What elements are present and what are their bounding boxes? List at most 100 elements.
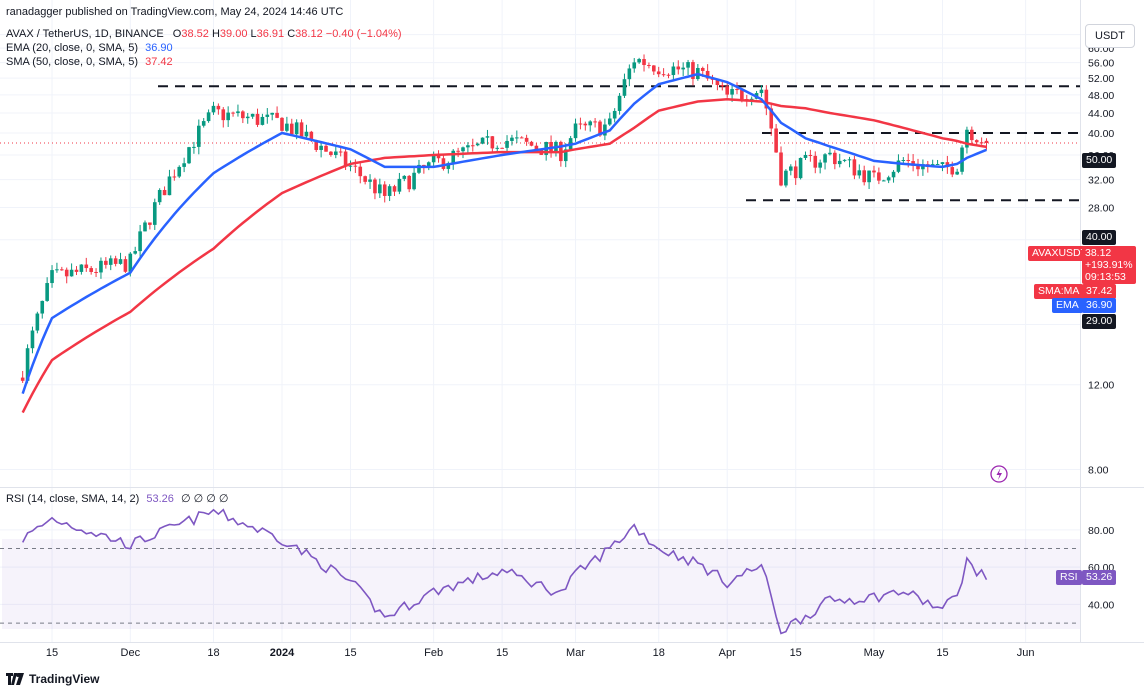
- candle-body: [691, 62, 695, 80]
- candle-body: [30, 330, 35, 349]
- price-tick-label: 56.00: [1088, 58, 1114, 70]
- candle: [177, 165, 182, 179]
- ema-legend-label: EMA (20, close, 0, SMA, 5): [6, 42, 139, 54]
- candle: [397, 172, 402, 195]
- candle-body: [607, 118, 612, 125]
- candle-body: [652, 65, 656, 72]
- rsi-tag-value: 53.26: [1082, 570, 1117, 585]
- candle: [138, 224, 142, 258]
- ema-legend[interactable]: EMA (20, close, 0, SMA, 5) 36.90: [6, 42, 173, 54]
- candle: [241, 110, 245, 124]
- candle-body: [25, 348, 30, 381]
- price-tick-label: 52.00: [1088, 73, 1114, 85]
- candle: [867, 170, 871, 189]
- candle: [373, 177, 377, 200]
- candle: [642, 54, 646, 72]
- tradingview-brand[interactable]: TradingView: [6, 672, 99, 686]
- candle-body: [133, 251, 138, 254]
- rsi-legend[interactable]: RSI (14, close, SMA, 14, 2) 53.26 ∅ ∅ ∅ …: [6, 492, 228, 505]
- rsi-tag-label: RSI: [1056, 570, 1082, 585]
- candle: [55, 262, 59, 273]
- candle-body: [431, 155, 436, 163]
- candle: [99, 257, 103, 279]
- candle-body: [172, 176, 177, 178]
- candle-body: [666, 74, 671, 76]
- candle-body: [715, 79, 720, 86]
- candle: [828, 147, 832, 156]
- candle-body: [304, 131, 309, 137]
- candle-body: [35, 313, 40, 331]
- candle: [216, 103, 221, 115]
- candle: [793, 160, 798, 185]
- candle: [148, 222, 152, 230]
- candle-body: [950, 167, 955, 175]
- candle: [656, 66, 661, 78]
- alert-icon[interactable]: [990, 465, 1008, 483]
- candle-body: [387, 186, 392, 196]
- candle: [715, 79, 720, 91]
- candle: [35, 311, 40, 334]
- candle: [172, 169, 177, 181]
- candle: [436, 150, 441, 163]
- candle-body: [104, 260, 108, 265]
- candle-body: [99, 260, 103, 273]
- candle-body: [236, 111, 240, 114]
- candle-body: [676, 66, 681, 70]
- candle: [970, 126, 974, 145]
- candle-body: [177, 166, 182, 177]
- candle: [60, 266, 64, 271]
- sma-legend-value: 37.42: [145, 56, 173, 68]
- candle-body: [774, 128, 778, 153]
- candle: [617, 93, 622, 115]
- candle-body: [265, 114, 270, 117]
- candle: [378, 178, 382, 198]
- candle-body: [407, 175, 411, 190]
- candle: [500, 147, 504, 149]
- candle: [69, 263, 74, 277]
- candle-body: [113, 258, 118, 264]
- candle: [363, 175, 367, 185]
- candle-body: [285, 123, 289, 131]
- time-tick-label: Apr: [719, 647, 736, 659]
- candle-body: [857, 170, 862, 176]
- sma-legend[interactable]: SMA (50, close, 0, SMA, 5) 37.42: [6, 56, 173, 68]
- level-50-tag: 50.00: [1082, 153, 1117, 168]
- time-tick-label: 15: [344, 647, 356, 659]
- candle: [911, 154, 915, 172]
- candle: [470, 138, 475, 152]
- candle-body: [60, 269, 64, 271]
- currency-button[interactable]: USDT: [1085, 24, 1135, 48]
- candle: [607, 112, 612, 127]
- price-tick-label: 12.00: [1088, 380, 1114, 392]
- candle: [392, 184, 397, 196]
- candle-body: [872, 170, 876, 173]
- candle: [260, 113, 265, 126]
- price-tick-label: 28.00: [1088, 203, 1114, 215]
- candle: [245, 113, 250, 124]
- candle-body: [921, 164, 925, 170]
- candle-body: [593, 121, 597, 123]
- candle: [505, 135, 509, 154]
- candle: [157, 188, 162, 205]
- candle-body: [705, 70, 710, 79]
- candle: [45, 277, 49, 302]
- candle: [74, 266, 79, 276]
- symbol-title[interactable]: AVAX / TetherUS, 1D, BINANCE: [6, 28, 164, 40]
- candle-body: [128, 253, 133, 272]
- candle-body: [490, 136, 495, 149]
- candle: [231, 111, 235, 117]
- candle-body: [470, 145, 475, 147]
- candle-body: [510, 137, 514, 141]
- candle-body: [324, 145, 328, 152]
- candle-body: [798, 157, 803, 179]
- candle-body: [671, 66, 676, 76]
- candle: [319, 142, 323, 158]
- candle: [182, 157, 186, 173]
- candle-body: [612, 110, 617, 119]
- candle: [573, 118, 578, 142]
- candle-body: [289, 123, 294, 135]
- candle: [671, 62, 676, 81]
- candle: [789, 164, 793, 176]
- candle: [798, 157, 803, 180]
